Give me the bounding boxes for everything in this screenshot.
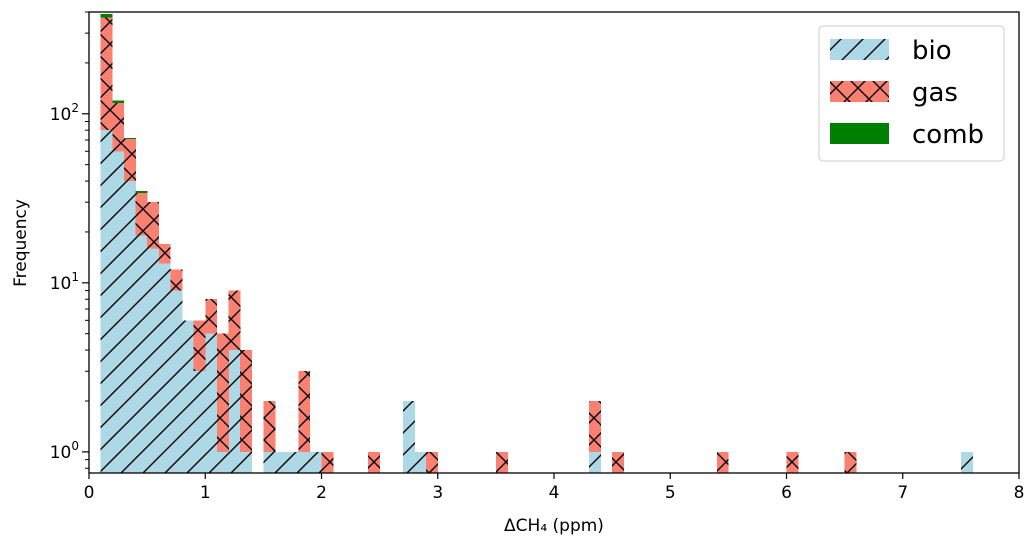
y-tick-label: 101 xyxy=(50,270,79,294)
bar-gas-1.30 xyxy=(240,350,253,452)
bar-gas-0.50 xyxy=(147,202,160,249)
bar-bio-0.20 xyxy=(112,151,125,473)
bar-bio-0.80 xyxy=(182,320,194,473)
x-tick-label: 7 xyxy=(897,483,908,503)
bar-gas-2.40 xyxy=(368,451,380,473)
bar-gas-0.70 xyxy=(170,269,183,291)
bar-gas-6.00 xyxy=(786,451,799,473)
bar-gas-0.60 xyxy=(158,243,171,264)
bar-bio-1.10 xyxy=(216,451,229,473)
x-tick-label: 2 xyxy=(316,483,327,503)
bar-gas-2.00 xyxy=(321,451,334,473)
x-tick-label: 0 xyxy=(84,483,95,503)
bar-gas-0.20 xyxy=(112,102,125,152)
bar-comb-0.30 xyxy=(123,137,136,139)
bar-bio-0.60 xyxy=(158,263,171,473)
bar-bio-1.50 xyxy=(263,451,276,473)
legend-swatch-bio xyxy=(830,39,889,60)
bar-gas-1.00 xyxy=(205,299,218,334)
y-tick-label: 102 xyxy=(50,101,79,125)
bar-bio-0.90 xyxy=(193,371,206,473)
bar-gas-4.50 xyxy=(612,451,625,473)
x-tick-label: 1 xyxy=(200,483,211,503)
bar-gas-0.90 xyxy=(193,320,206,372)
bar-gas-1.80 xyxy=(298,371,311,452)
bar-gas-1.10 xyxy=(216,333,229,452)
bar-gas-5.40 xyxy=(716,451,729,473)
bar-bio-4.30 xyxy=(588,451,601,473)
bar-bio-1.60 xyxy=(275,451,287,473)
bar-gas-0.10 xyxy=(100,17,113,131)
bar-bio-0.70 xyxy=(170,290,183,473)
bar-gas-6.50 xyxy=(844,451,857,473)
x-tick-label: 6 xyxy=(781,483,792,503)
bar-bio-0.40 xyxy=(135,235,148,473)
y-axis-ticks: 100 101 102 xyxy=(50,11,89,469)
legend-label-bio: bio xyxy=(912,36,952,66)
histogram-bars xyxy=(100,13,973,473)
bar-comb-0.40 xyxy=(135,190,148,193)
x-axis-label: ΔCH₄ (ppm) xyxy=(504,516,604,536)
bar-bio-1.70 xyxy=(286,451,299,473)
bar-bio-0.10 xyxy=(100,130,113,473)
bar-gas-1.50 xyxy=(263,400,276,452)
x-tick-label: 4 xyxy=(549,483,560,503)
x-axis-ticks: 0 1 2 3 4 5 6 7 8 xyxy=(84,473,1025,503)
bar-bio-0.30 xyxy=(123,181,136,473)
bar-comb-0.20 xyxy=(112,100,125,103)
bar-gas-1.20 xyxy=(228,290,241,351)
bar-gas-0.40 xyxy=(135,192,148,236)
y-tick-label: 100 xyxy=(50,439,79,463)
x-tick-label: 3 xyxy=(432,483,443,503)
legend-label-comb: comb xyxy=(912,120,984,150)
plot-frame xyxy=(88,11,1020,474)
bar-bio-2.70 xyxy=(402,400,415,473)
bar-gas-0.30 xyxy=(123,138,136,182)
bar-gas-2.90 xyxy=(426,451,439,473)
x-tick-label: 8 xyxy=(1014,483,1025,503)
bar-bio-1.20 xyxy=(228,350,241,473)
bar-gas-4.30 xyxy=(588,400,601,452)
bar-gas-3.50 xyxy=(495,451,508,473)
legend-label-gas: gas xyxy=(912,78,958,108)
bar-bio-0.50 xyxy=(147,248,160,473)
bar-comb-0.10 xyxy=(100,13,113,18)
bar-bio-7.50 xyxy=(960,451,973,473)
bar-bio-1.30 xyxy=(240,451,253,473)
legend-swatch-comb xyxy=(830,123,889,144)
bar-bio-1.00 xyxy=(205,333,218,473)
y-axis-label: Frequency xyxy=(11,199,31,287)
bar-bio-1.90 xyxy=(309,451,322,473)
legend-swatch-gas xyxy=(830,81,889,102)
x-tick-label: 5 xyxy=(665,483,676,503)
legend: bio gas comb xyxy=(818,25,1005,162)
bar-bio-1.80 xyxy=(298,451,311,473)
bar-bio-2.80 xyxy=(414,451,427,473)
